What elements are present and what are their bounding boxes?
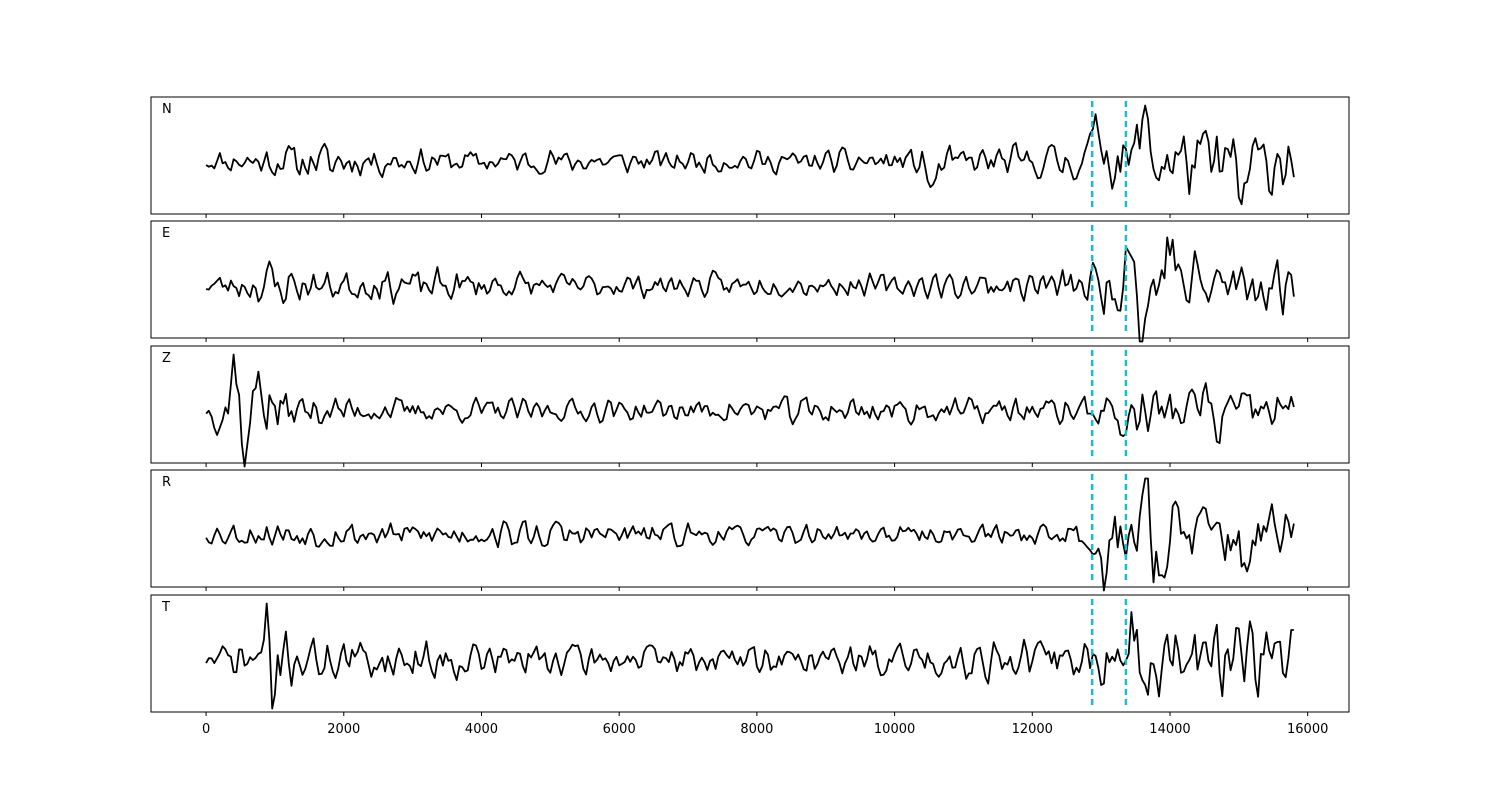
waveform-trace <box>205 236 1295 343</box>
waveform-trace <box>205 104 1295 206</box>
panel-r: R <box>150 469 1350 592</box>
x-tick-label: 0 <box>202 722 210 737</box>
panel-e: E <box>150 220 1350 343</box>
waveform-trace <box>205 353 1295 468</box>
waveform-trace <box>205 477 1295 592</box>
x-tick-label: 8000 <box>740 722 773 737</box>
channel-label: Z <box>162 351 171 366</box>
panel-frame <box>150 345 1350 464</box>
x-axis: 0 2000 4000 6000 8000 10000 12000 14000 16000 <box>202 722 1328 737</box>
panel-frame <box>150 220 1350 339</box>
waveform-trace <box>205 602 1294 710</box>
channel-label: R <box>162 475 171 490</box>
x-tick-label: 10000 <box>874 722 915 737</box>
panel-frame <box>150 594 1350 713</box>
x-tick-label: 6000 <box>603 722 636 737</box>
x-tick-label: 16000 <box>1287 722 1328 737</box>
panel-frame <box>150 469 1350 588</box>
trace-panels: N E Z R T <box>150 96 1350 716</box>
x-tick-label: 14000 <box>1149 722 1190 737</box>
panel-t: T <box>150 594 1350 716</box>
channel-label: E <box>162 226 170 241</box>
x-tick-label: 2000 <box>327 722 360 737</box>
channel-label: T <box>161 600 170 615</box>
panel-z: Z <box>150 345 1350 468</box>
x-tick-label: 4000 <box>465 722 498 737</box>
channel-label: N <box>162 102 172 117</box>
panel-n: N <box>150 96 1350 218</box>
x-tick-label: 12000 <box>1012 722 1053 737</box>
panel-frame <box>150 96 1350 215</box>
